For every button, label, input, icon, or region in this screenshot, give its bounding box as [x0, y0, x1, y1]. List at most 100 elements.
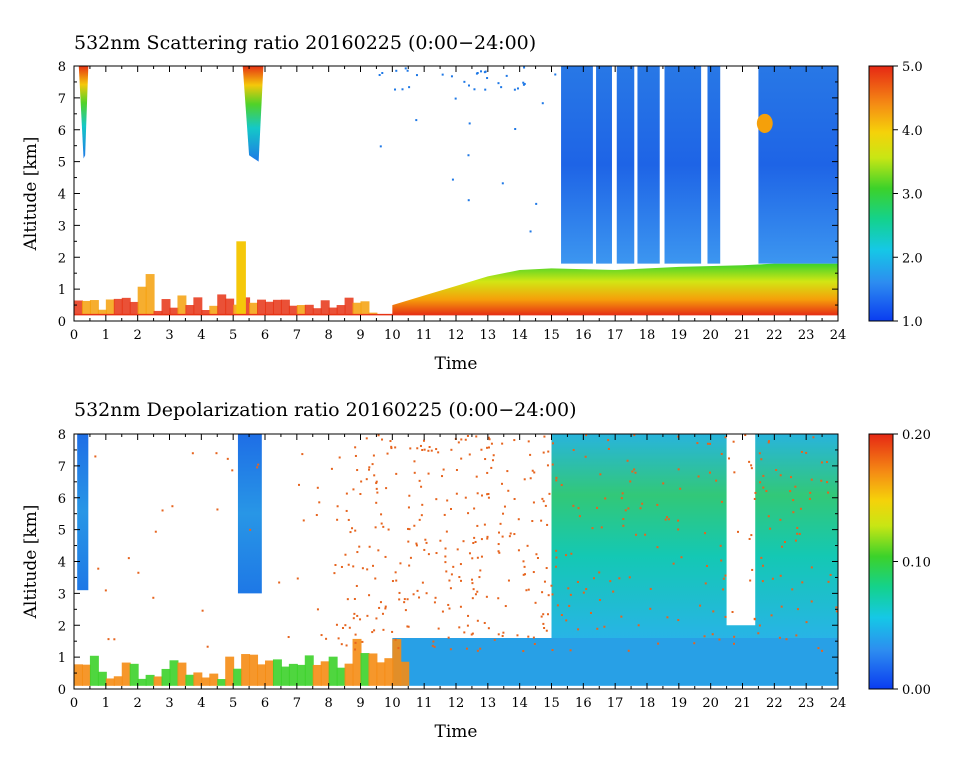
speck — [459, 579, 462, 582]
speck — [628, 576, 631, 579]
speck — [637, 624, 640, 627]
cloud-column — [561, 66, 593, 264]
speck — [759, 481, 762, 484]
speck — [475, 475, 478, 478]
speck — [278, 581, 281, 584]
speck — [433, 601, 436, 604]
speck — [320, 634, 323, 637]
speck — [399, 562, 402, 565]
speck — [633, 468, 636, 471]
speck — [395, 69, 398, 72]
speck — [406, 625, 409, 628]
speck — [394, 571, 397, 574]
speck — [544, 504, 547, 507]
speck — [450, 573, 453, 576]
x-tick-label: 12 — [448, 328, 465, 343]
speck — [758, 624, 761, 627]
speck — [467, 154, 470, 157]
morning-layer-cell — [336, 667, 346, 686]
speck — [419, 444, 422, 447]
speck — [374, 577, 377, 580]
speck — [474, 593, 477, 596]
speck — [421, 449, 424, 452]
speck — [565, 554, 568, 557]
speck — [425, 541, 428, 544]
speck — [523, 565, 526, 568]
speck — [796, 532, 799, 535]
speck — [471, 632, 474, 635]
speck — [720, 559, 723, 562]
speck — [792, 511, 795, 514]
speck — [137, 571, 140, 574]
speck — [368, 468, 371, 471]
speck — [486, 446, 489, 449]
speck — [792, 499, 795, 502]
speck — [641, 502, 644, 505]
speck — [762, 474, 765, 477]
x-tick-label: 23 — [798, 696, 815, 711]
speck — [454, 97, 457, 100]
speck — [808, 497, 811, 500]
speck — [598, 599, 601, 602]
x-tick-label: 13 — [480, 328, 497, 343]
speck — [459, 605, 462, 608]
morning-layer-cell — [328, 307, 338, 315]
speck — [381, 438, 384, 441]
speck — [476, 619, 479, 622]
speck — [379, 601, 382, 604]
speck — [620, 615, 623, 618]
x-tick-label: 21 — [734, 328, 751, 343]
speck — [598, 571, 601, 574]
speck — [570, 552, 573, 555]
speck — [711, 633, 714, 636]
x-tick-label: 19 — [671, 696, 688, 711]
speck — [525, 589, 528, 592]
speck — [390, 445, 393, 448]
speck — [796, 526, 799, 529]
speck — [541, 497, 544, 500]
speck — [372, 564, 375, 567]
speck — [666, 516, 669, 519]
speck — [418, 479, 421, 482]
speck — [356, 551, 359, 554]
speck — [302, 519, 305, 522]
speck — [783, 540, 786, 543]
morning-layer-cell — [74, 664, 83, 686]
speck — [338, 456, 341, 459]
y-tick-label: 5 — [58, 156, 66, 171]
speck — [442, 468, 445, 471]
speck — [467, 199, 470, 202]
speck — [548, 492, 551, 495]
speck — [523, 82, 526, 85]
speck — [835, 606, 838, 609]
speck — [771, 577, 774, 580]
speck — [452, 565, 455, 568]
x-tick-label: 9 — [356, 328, 364, 343]
morning-layer-cell — [272, 299, 282, 315]
speck — [352, 565, 355, 568]
speck — [471, 597, 474, 600]
speck — [216, 508, 219, 511]
speck — [488, 438, 491, 441]
speck — [432, 640, 435, 643]
speck — [473, 507, 476, 510]
speck — [758, 452, 761, 455]
speck — [826, 481, 829, 484]
speck — [621, 492, 624, 495]
speck — [751, 568, 754, 571]
speck — [463, 80, 466, 83]
speck — [733, 471, 736, 474]
speck — [724, 436, 727, 439]
speck — [703, 635, 706, 638]
speck — [731, 611, 734, 614]
speck — [480, 70, 483, 73]
x-axis-label: Time — [435, 354, 478, 374]
speck — [458, 626, 461, 629]
speck — [398, 598, 401, 601]
x-tick-label: 15 — [543, 328, 560, 343]
speck — [634, 471, 637, 474]
speck — [334, 564, 337, 567]
speck — [445, 570, 448, 573]
speck — [542, 613, 545, 616]
morning-layer-cell — [344, 297, 354, 315]
